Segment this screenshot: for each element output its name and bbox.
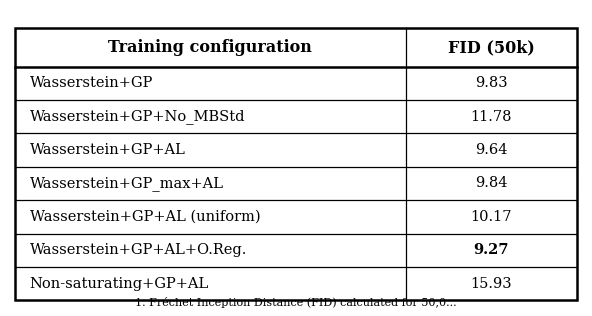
Text: 9.84: 9.84 [475,177,508,191]
Text: Wasserstein+GP+AL+O.Reg.: Wasserstein+GP+AL+O.Reg. [30,243,247,257]
Text: 10.17: 10.17 [471,210,512,224]
Text: 1. Fréchet Inception Distance (FID) calculated for 50,0...: 1. Fréchet Inception Distance (FID) calc… [135,297,457,308]
Text: 11.78: 11.78 [471,110,512,124]
Text: Training configuration: Training configuration [108,39,312,56]
Text: 9.27: 9.27 [474,243,509,257]
Text: 15.93: 15.93 [471,276,512,290]
Text: Wasserstein+GP+No_MBStd: Wasserstein+GP+No_MBStd [30,109,245,124]
Text: 9.83: 9.83 [475,76,508,90]
Bar [15,28,577,300]
Text: Wasserstein+GP+AL: Wasserstein+GP+AL [30,143,185,157]
Text: Non-saturating+GP+AL: Non-saturating+GP+AL [30,276,209,290]
Text: Wasserstein+GP: Wasserstein+GP [30,76,153,90]
Text: Wasserstein+GP_max+AL: Wasserstein+GP_max+AL [30,176,224,191]
Text: Wasserstein+GP+AL (uniform): Wasserstein+GP+AL (uniform) [30,210,260,224]
Text: 9.64: 9.64 [475,143,508,157]
Text: FID (50k): FID (50k) [448,39,535,56]
